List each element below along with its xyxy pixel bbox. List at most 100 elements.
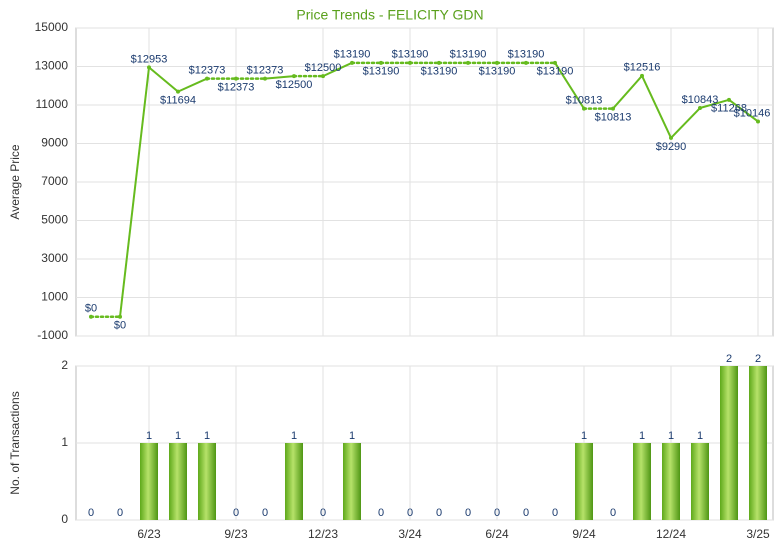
line-segment xyxy=(119,67,150,317)
x-tick-label: 6/24 xyxy=(485,527,509,541)
value-label: $13190 xyxy=(479,66,516,78)
value-label: $12373 xyxy=(189,64,226,76)
value-label: $12500 xyxy=(305,62,342,74)
y-tick-label: 1 xyxy=(61,435,68,449)
y-tick-label: 13000 xyxy=(35,59,69,73)
bar xyxy=(633,443,651,520)
x-tick-label: 3/25 xyxy=(746,527,770,541)
value-label: 0 xyxy=(523,507,529,519)
data-point xyxy=(524,60,528,65)
value-label: $13190 xyxy=(363,66,400,78)
y-tick-label: 15000 xyxy=(35,20,69,34)
y-tick-label: 0 xyxy=(61,512,68,526)
value-label: 1 xyxy=(697,430,703,442)
bar xyxy=(285,443,303,520)
x-tick-label: 3/24 xyxy=(398,527,422,541)
bar xyxy=(198,443,216,520)
value-label: $10813 xyxy=(595,112,632,124)
value-label: 0 xyxy=(407,507,413,519)
value-label: $10813 xyxy=(566,95,603,107)
data-point xyxy=(756,119,760,124)
data-point xyxy=(698,106,702,111)
data-point xyxy=(234,76,238,81)
value-label: 1 xyxy=(146,430,152,442)
value-label: 1 xyxy=(581,430,587,442)
value-label: $11694 xyxy=(160,95,196,107)
value-label: 1 xyxy=(639,430,645,442)
data-point xyxy=(611,106,615,111)
value-label: 1 xyxy=(175,430,181,442)
y-tick-label: 11000 xyxy=(36,97,69,111)
value-label: 0 xyxy=(494,507,500,519)
value-label: $13190 xyxy=(421,66,458,78)
y-tick-label: 7000 xyxy=(41,174,68,188)
line-segment xyxy=(699,98,730,109)
value-label: 0 xyxy=(378,507,384,519)
value-label: $12516 xyxy=(624,62,661,74)
chart-title: Price Trends - FELICITY GDN xyxy=(296,7,483,23)
y-tick-label: 1000 xyxy=(41,290,68,304)
x-tick-label: 12/23 xyxy=(308,527,338,541)
data-point xyxy=(669,135,673,140)
data-point xyxy=(437,60,441,65)
data-point xyxy=(89,314,93,319)
line-segment xyxy=(670,107,701,139)
value-label: 0 xyxy=(320,507,326,519)
value-label: $12373 xyxy=(247,64,284,76)
value-label: $0 xyxy=(85,303,97,315)
data-point xyxy=(147,65,151,70)
bar xyxy=(343,443,361,520)
bar xyxy=(575,443,593,520)
value-label: 0 xyxy=(552,507,558,519)
data-point xyxy=(118,314,122,319)
data-point xyxy=(350,60,354,65)
data-point xyxy=(263,76,267,81)
bar xyxy=(691,443,709,520)
data-point xyxy=(379,60,383,65)
line-segment xyxy=(728,99,759,123)
bar xyxy=(662,443,680,520)
bar xyxy=(140,443,158,520)
bar xyxy=(720,366,738,520)
data-point xyxy=(408,60,412,65)
value-label: 1 xyxy=(204,430,210,442)
line-segment xyxy=(554,62,585,110)
data-point xyxy=(292,74,296,79)
line-segment xyxy=(612,75,643,110)
value-label: $9290 xyxy=(656,141,687,153)
value-label: 2 xyxy=(755,353,761,365)
data-point xyxy=(466,60,470,65)
value-label: 0 xyxy=(117,507,123,519)
data-point xyxy=(553,60,557,65)
line-segment xyxy=(264,75,295,80)
value-label: 0 xyxy=(610,507,616,519)
value-label: $0 xyxy=(114,320,126,332)
y-tick-label: 9000 xyxy=(41,136,68,150)
value-label: 0 xyxy=(88,507,94,519)
value-label: 0 xyxy=(262,507,268,519)
line-segment xyxy=(177,77,208,93)
x-tick-label: 9/24 xyxy=(572,527,596,541)
value-label: 1 xyxy=(349,430,355,442)
y-tick-label: 3000 xyxy=(41,251,68,265)
x-tick-label: 12/24 xyxy=(656,527,686,541)
value-label: 0 xyxy=(436,507,442,519)
data-point xyxy=(640,73,644,78)
data-point xyxy=(727,97,731,102)
data-point xyxy=(582,106,586,111)
line-segment xyxy=(322,61,353,78)
data-point xyxy=(321,74,325,79)
y-tick-label: 5000 xyxy=(41,213,68,227)
bar xyxy=(169,443,187,520)
value-label: $13190 xyxy=(392,49,429,61)
data-point xyxy=(495,60,499,65)
value-label: $10843 xyxy=(682,94,719,106)
value-label: $11268 xyxy=(711,103,747,115)
data-point xyxy=(176,89,180,94)
value-label: $13190 xyxy=(508,49,545,61)
x-tick-label: 9/23 xyxy=(224,527,248,541)
value-label: 0 xyxy=(465,507,471,519)
value-label: 2 xyxy=(726,353,732,365)
value-label: $10146 xyxy=(734,107,771,119)
